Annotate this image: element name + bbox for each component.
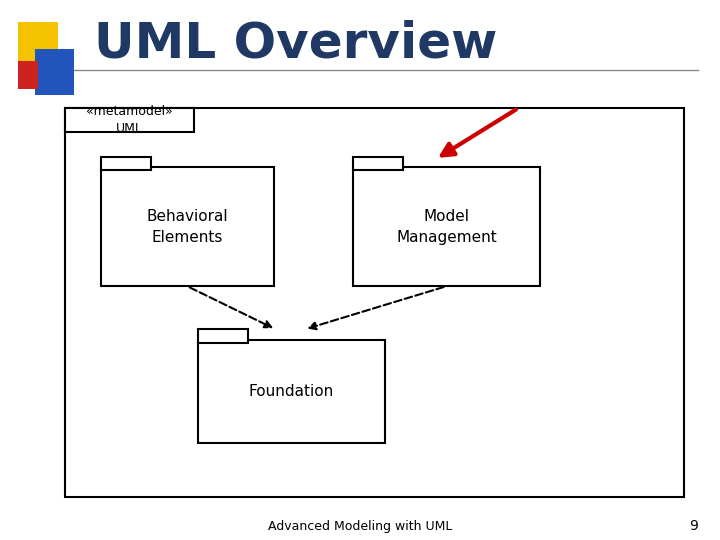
Bar <box>18 22 58 68</box>
Text: UML Overview: UML Overview <box>94 19 497 67</box>
Text: «metamodel»
UML: «metamodel» UML <box>86 105 173 135</box>
Bar <box>65 108 684 497</box>
Bar <box>353 167 540 286</box>
Text: Advanced Modeling with UML: Advanced Modeling with UML <box>268 520 452 533</box>
Bar <box>353 157 403 170</box>
Bar <box>65 108 194 132</box>
Bar <box>198 329 248 343</box>
Text: 9: 9 <box>690 519 698 534</box>
Bar <box>101 157 151 170</box>
Text: Model
Management: Model Management <box>396 209 497 245</box>
Bar <box>35 49 74 94</box>
Bar <box>18 61 38 89</box>
Text: Foundation: Foundation <box>249 384 334 399</box>
Text: Behavioral
Elements: Behavioral Elements <box>146 209 228 245</box>
Bar <box>101 167 274 286</box>
Bar <box>198 340 385 443</box>
